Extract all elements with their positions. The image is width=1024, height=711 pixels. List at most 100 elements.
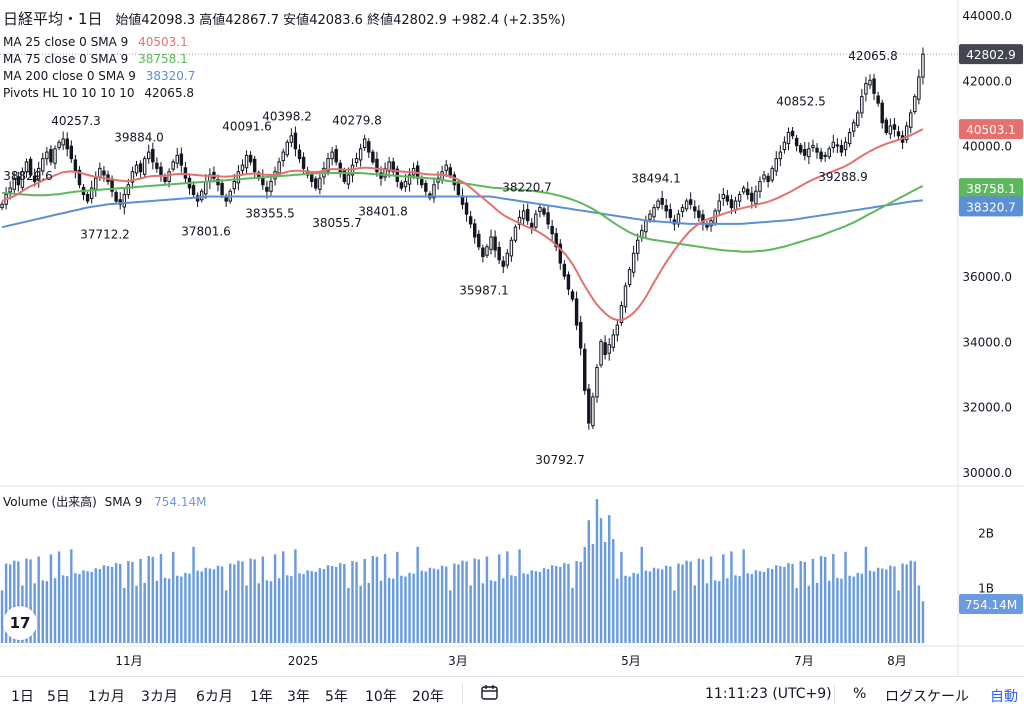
- candle-body: [318, 177, 322, 190]
- range-5y[interactable]: 5年: [325, 689, 348, 705]
- candle-body: [122, 194, 127, 208]
- volume-bar: [45, 581, 49, 643]
- candle-body: [790, 130, 795, 137]
- volume-bar: [555, 566, 558, 643]
- pivot-label: 39288.9: [818, 170, 868, 184]
- candle-body: [310, 174, 314, 182]
- candle-body: [301, 156, 306, 169]
- candle-body: [688, 199, 693, 205]
- pivot-label: 40257.3: [51, 114, 101, 128]
- volume-bar: [363, 558, 366, 643]
- candle-body: [880, 102, 884, 124]
- volume-bar: [620, 551, 623, 643]
- axis-price-badge-text: 38320.7: [966, 200, 1016, 214]
- volume-bar: [538, 571, 542, 643]
- range-5d[interactable]: 5日: [47, 689, 70, 705]
- volume-bar: [400, 575, 403, 643]
- candle-body: [199, 190, 204, 201]
- legend-ma200[interactable]: MA 200 close 0 SMA 9 38320.7: [3, 69, 196, 83]
- volume-bar: [330, 566, 334, 643]
- volume-bar: [587, 520, 591, 643]
- candle-body: [803, 148, 807, 156]
- candle-body: [73, 159, 78, 173]
- candle-body: [831, 141, 836, 149]
- volume-bar: [750, 574, 754, 643]
- volume-bar: [897, 590, 900, 643]
- volume-bar: [685, 560, 688, 643]
- candle-body: [289, 135, 294, 143]
- volume-bar: [550, 565, 554, 643]
- candle-body: [481, 247, 485, 258]
- candle-body: [126, 184, 131, 196]
- legend-ma75[interactable]: MA 75 close 0 SMA 9 38758.1: [3, 52, 188, 66]
- volume-bar: [57, 551, 61, 643]
- date-range-icon[interactable]: [480, 684, 500, 706]
- log-scale-toggle[interactable]: ログスケール: [885, 689, 969, 705]
- volume-bar: [856, 572, 859, 643]
- percent-toggle[interactable]: %: [853, 686, 867, 702]
- candle-body: [0, 203, 4, 209]
- volume-bar: [269, 581, 273, 643]
- volume-bar: [766, 568, 770, 643]
- range-10y[interactable]: 10年: [365, 689, 397, 705]
- range-6m[interactable]: 6カ月: [196, 689, 233, 705]
- candle-body: [603, 342, 607, 355]
- candle-body: [61, 138, 65, 146]
- volume-bar: [290, 576, 293, 643]
- chart-canvas[interactable]: 30000.032000.034000.036000.038000.040000…: [0, 0, 1024, 676]
- volume-bar: [823, 556, 827, 643]
- pivot-label: 40852.5: [776, 95, 826, 109]
- candle-body: [835, 144, 840, 147]
- auto-scale-toggle[interactable]: 自動: [990, 689, 1018, 705]
- candle-body: [668, 209, 673, 218]
- volume-bar: [298, 573, 301, 643]
- candle-body: [778, 151, 783, 160]
- volume-bar: [424, 571, 428, 643]
- volume-bar: [347, 587, 350, 643]
- volume-bar: [840, 578, 843, 643]
- volume-bar: [286, 575, 289, 643]
- candle-body: [159, 166, 163, 176]
- volume-bar: [811, 558, 815, 643]
- candle-body: [94, 177, 98, 190]
- volume-bar: [530, 570, 533, 643]
- candle-body: [326, 158, 330, 172]
- pivot-label: 37712.2: [80, 227, 130, 241]
- candle-body: [754, 190, 758, 205]
- range-3m[interactable]: 3カ月: [141, 689, 178, 705]
- tradingview-logo[interactable]: 17: [3, 606, 37, 640]
- candle-body: [16, 176, 21, 186]
- candle-body: [57, 141, 61, 149]
- volume-bar: [905, 564, 908, 643]
- legend-pivots[interactable]: Pivots HL 10 10 10 10 42065.8: [3, 86, 195, 100]
- candle-body: [346, 174, 351, 185]
- volume-bar: [90, 571, 93, 643]
- volume-bar: [167, 578, 171, 643]
- candle-body: [468, 216, 473, 225]
- axis-price-badge: [959, 44, 1023, 65]
- legend-volume[interactable]: Volume (出来高) SMA 9 754.14M: [3, 495, 207, 509]
- candle-body: [265, 186, 269, 192]
- candle-body: [36, 167, 41, 181]
- volume-bar: [575, 561, 578, 643]
- time-tick-label: 5月: [621, 654, 641, 668]
- candle-body: [888, 125, 893, 135]
- range-20y[interactable]: 20年: [412, 689, 444, 705]
- range-1y[interactable]: 1年: [250, 689, 273, 705]
- volume-bar: [220, 566, 224, 643]
- volume-bar: [689, 561, 692, 643]
- range-1d[interactable]: 1日: [11, 689, 34, 705]
- axis-price-badge-text: 754.14M: [965, 598, 1017, 612]
- low-value: 42083.6: [309, 13, 363, 28]
- volume-bar: [383, 553, 387, 643]
- candle-body: [627, 269, 632, 286]
- axis-price-badge: [959, 178, 1023, 199]
- legend-ma25[interactable]: MA 25 close 0 SMA 9 40503.1: [3, 35, 188, 49]
- range-1m[interactable]: 1カ月: [88, 689, 125, 705]
- volume-bar: [102, 565, 106, 643]
- pivot-label: 40398.2: [262, 110, 312, 124]
- volume-bar: [473, 558, 476, 643]
- volume-bar: [188, 573, 191, 643]
- clock-time[interactable]: 11:11:23 (UTC+9): [705, 686, 832, 702]
- range-3y[interactable]: 3年: [287, 689, 310, 705]
